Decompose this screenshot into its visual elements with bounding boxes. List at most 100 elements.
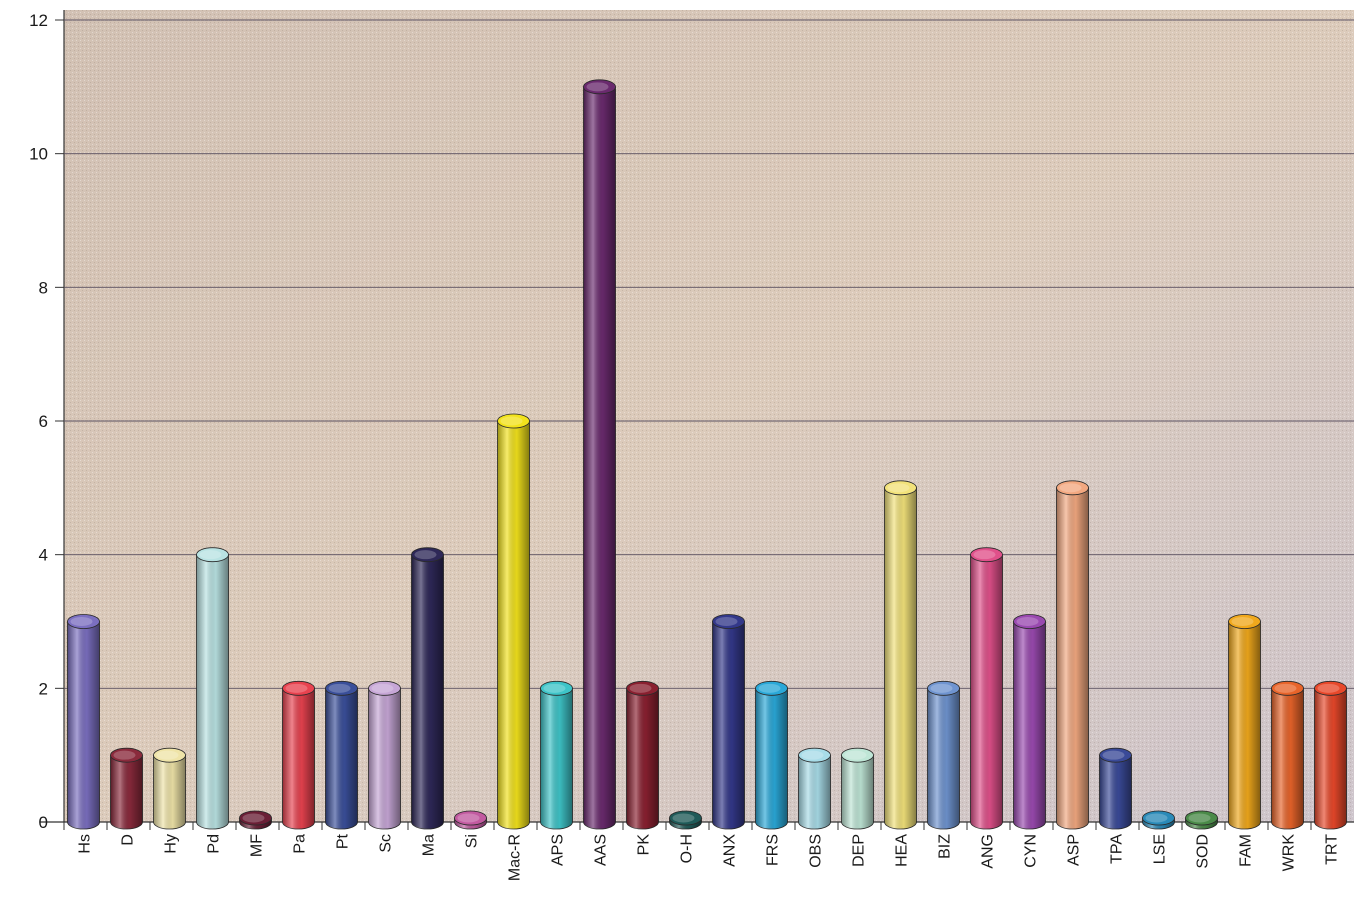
x-tick-label: DEP — [851, 834, 868, 867]
bar-top — [110, 747, 143, 763]
bar-shading — [1056, 487, 1089, 829]
x-tick-label: TPA — [1109, 834, 1126, 864]
bar-top — [196, 547, 229, 563]
bar-frs — [755, 680, 788, 830]
bar-anx — [712, 614, 745, 830]
x-tick-label: ANG — [980, 834, 997, 869]
bar-sod — [1185, 810, 1218, 830]
bar-tpa — [1099, 747, 1132, 830]
bar-top-highlight — [328, 683, 351, 693]
bar-shading — [67, 621, 100, 829]
y-tick-label: 0 — [39, 813, 48, 832]
bar-top-highlight — [586, 82, 609, 92]
y-tick-label: 6 — [39, 412, 48, 431]
bar-top-highlight — [199, 550, 222, 560]
bar-pk — [626, 680, 659, 830]
bar-shading — [1228, 621, 1261, 829]
bar-fam — [1228, 614, 1261, 830]
bar-shading — [755, 688, 788, 829]
y-axis-ticks: 0 2 4 6 8 10 12 — [29, 11, 64, 832]
bar-shading — [1271, 688, 1304, 829]
bar-shading — [411, 554, 444, 829]
bar-top — [540, 680, 573, 696]
bar-top — [282, 680, 315, 696]
bar-top-highlight — [113, 750, 136, 760]
bar-top-highlight — [1274, 683, 1297, 693]
x-tick-label: OBS — [808, 834, 825, 868]
bars — [67, 79, 1347, 830]
x-tick-label: BIZ — [937, 834, 954, 859]
bar-top-highlight — [1317, 683, 1340, 693]
bar-lse — [1142, 810, 1175, 830]
x-tick-label: LSE — [1152, 834, 1169, 864]
bar-pa — [282, 680, 315, 830]
bar-aas — [583, 79, 616, 830]
bar-sc — [368, 680, 401, 830]
x-tick-label: O-H — [679, 834, 696, 863]
bar-shading — [110, 755, 143, 829]
x-tick-label: Hs — [77, 834, 94, 854]
bar-trt — [1314, 680, 1347, 830]
y-tick-label: 4 — [39, 546, 48, 565]
x-tick-label: AAS — [593, 834, 610, 866]
bar-top-highlight — [801, 750, 824, 760]
bar-shading — [583, 86, 616, 830]
bar-top-highlight — [1145, 813, 1168, 823]
bar-top — [368, 680, 401, 696]
bar-top-highlight — [500, 416, 523, 426]
bar-top — [239, 810, 272, 826]
x-tick-label: MF — [249, 834, 266, 857]
x-tick-label: PK — [636, 834, 653, 856]
x-tick-label: ANX — [722, 834, 739, 867]
bar-shading — [927, 688, 960, 829]
y-tick-label: 8 — [39, 278, 48, 297]
bar-top-highlight — [156, 750, 179, 760]
bar-top — [583, 79, 616, 95]
bar-top — [1228, 614, 1261, 629]
bar-top-highlight — [1016, 617, 1039, 626]
bar-ma — [411, 547, 444, 830]
bar-mac-r — [497, 413, 530, 830]
bar-top — [411, 547, 444, 563]
bar-shading — [712, 621, 745, 829]
bar-shading — [1099, 755, 1132, 829]
x-tick-label: APS — [550, 834, 567, 866]
bar-shading — [196, 554, 229, 829]
bar-top — [67, 614, 100, 629]
bar-shading — [798, 755, 831, 829]
bar-top-highlight — [887, 483, 910, 493]
bar-top — [1314, 680, 1347, 696]
x-axis-ticks: Hs D Hy Pd MF Pa Pt Sc Ma Si Mac-R APS AAS PK O-H ANX FR… — [63, 822, 1341, 881]
bar-hea — [884, 480, 917, 830]
bar-top — [927, 680, 960, 696]
x-tick-label: ASP — [1066, 834, 1083, 866]
bar-mf — [239, 810, 272, 830]
bar-cyn — [1013, 614, 1046, 830]
bar-shading — [540, 688, 573, 829]
bar-dep — [841, 747, 874, 830]
bar-top — [1056, 480, 1089, 496]
bar-shading — [282, 688, 315, 829]
bar-top — [325, 680, 358, 696]
bar-top-highlight — [715, 617, 738, 626]
bar-top-highlight — [285, 683, 308, 693]
x-tick-label: FRS — [765, 834, 782, 866]
x-tick-label: FAM — [1238, 834, 1255, 867]
bar-shading — [1314, 688, 1347, 829]
bar-top-highlight — [242, 813, 265, 823]
bar-top-highlight — [629, 683, 652, 693]
bar-top — [1185, 810, 1218, 826]
bar-top — [153, 747, 186, 763]
x-tick-label: Si — [464, 834, 481, 848]
x-tick-label: HEA — [894, 834, 911, 867]
x-tick-label: Mac-R — [507, 834, 524, 881]
bar-o-h — [669, 810, 702, 830]
bar-top — [1013, 614, 1046, 629]
bar-obs — [798, 747, 831, 830]
x-tick-label: SOD — [1195, 834, 1212, 869]
bar-shading — [497, 421, 530, 829]
bar-top-highlight — [1059, 483, 1082, 493]
bar-top — [798, 747, 831, 763]
bar-wrk — [1271, 680, 1304, 830]
bar-hs — [67, 614, 100, 830]
